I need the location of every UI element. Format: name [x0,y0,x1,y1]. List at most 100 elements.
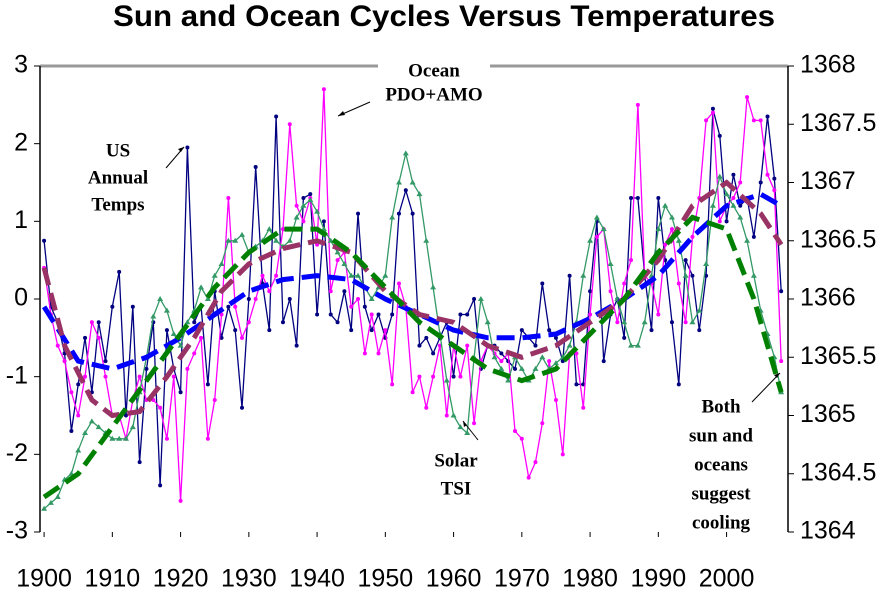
marker [396,211,401,216]
marker [738,203,743,208]
marker [628,342,635,348]
marker [458,374,463,379]
marker [424,335,429,340]
marker [581,405,586,410]
marker [232,237,239,243]
marker [212,397,217,402]
marker [396,281,401,286]
marker [267,328,272,333]
marker [123,413,128,418]
x-tick-label: 1950 [358,565,414,593]
marker [464,429,471,435]
marker [574,382,579,387]
marker [376,312,381,317]
x-tick-label: 1970 [494,565,550,593]
marker [731,196,736,201]
marker [395,179,402,185]
marker [75,447,82,453]
marker [287,297,292,301]
marker [731,172,736,177]
marker [601,359,606,364]
y2-tick-label: 1367.5 [800,109,876,137]
marker [253,297,258,301]
marker [185,145,190,150]
arrowhead [178,147,184,152]
marker [287,122,292,127]
marker [750,272,757,278]
marker [348,272,355,278]
marker [533,343,538,348]
marker [116,435,123,441]
marker [96,320,101,325]
marker [137,374,142,379]
marker [218,261,225,267]
marker [280,227,285,232]
marker [198,284,205,290]
marker [697,328,702,333]
annotation-text: PDO+AMO [385,84,482,105]
marker [690,273,695,278]
marker [69,429,74,434]
annotation-both [674,372,781,534]
marker [779,359,784,364]
marker [581,382,586,387]
marker [286,237,293,243]
marker [308,192,313,197]
marker [656,196,661,201]
marker [171,374,176,379]
plot-area [41,87,785,511]
marker [553,335,558,340]
annotation-ocean [337,60,490,117]
y-tick-label: 1 [14,206,28,234]
marker [382,272,389,278]
marker [560,452,565,457]
marker [144,366,149,371]
marker [533,460,538,465]
marker [450,412,457,418]
annotation-text: TSI [441,478,472,499]
marker [170,330,177,336]
marker [41,505,48,511]
marker [540,421,545,426]
smoothed-line [41,179,784,419]
marker [744,237,751,243]
marker [553,397,558,402]
marker [199,335,204,340]
marker [83,335,88,340]
annotation-text: oceans [694,454,748,475]
x-tick-label: 1900 [16,565,72,593]
marker [163,307,170,313]
marker [717,219,722,224]
marker [423,237,430,243]
annotation-box [674,394,774,534]
marker [334,249,341,255]
marker [600,226,607,232]
marker [95,424,102,430]
marker [321,219,326,224]
marker [253,164,258,169]
marker [615,320,620,325]
marker [240,405,245,410]
marker [738,180,743,185]
marker [547,328,552,333]
marker [164,436,169,441]
marker [472,297,477,301]
marker [82,429,89,435]
marker [431,351,436,356]
y-tick-label: 0 [14,284,28,312]
marker [42,238,47,243]
marker [552,360,559,366]
annotation-box [420,444,490,504]
x-tick-label: 1910 [85,565,141,593]
marker [266,226,273,232]
marker [204,296,211,301]
marker [513,366,518,371]
marker [457,424,464,430]
marker [274,273,279,278]
y2-tick-label: 1367 [800,167,856,195]
x-tick-label: 1960 [426,565,482,593]
marker [103,374,108,379]
marker [641,319,648,325]
marker [765,172,770,177]
marker [362,351,367,356]
